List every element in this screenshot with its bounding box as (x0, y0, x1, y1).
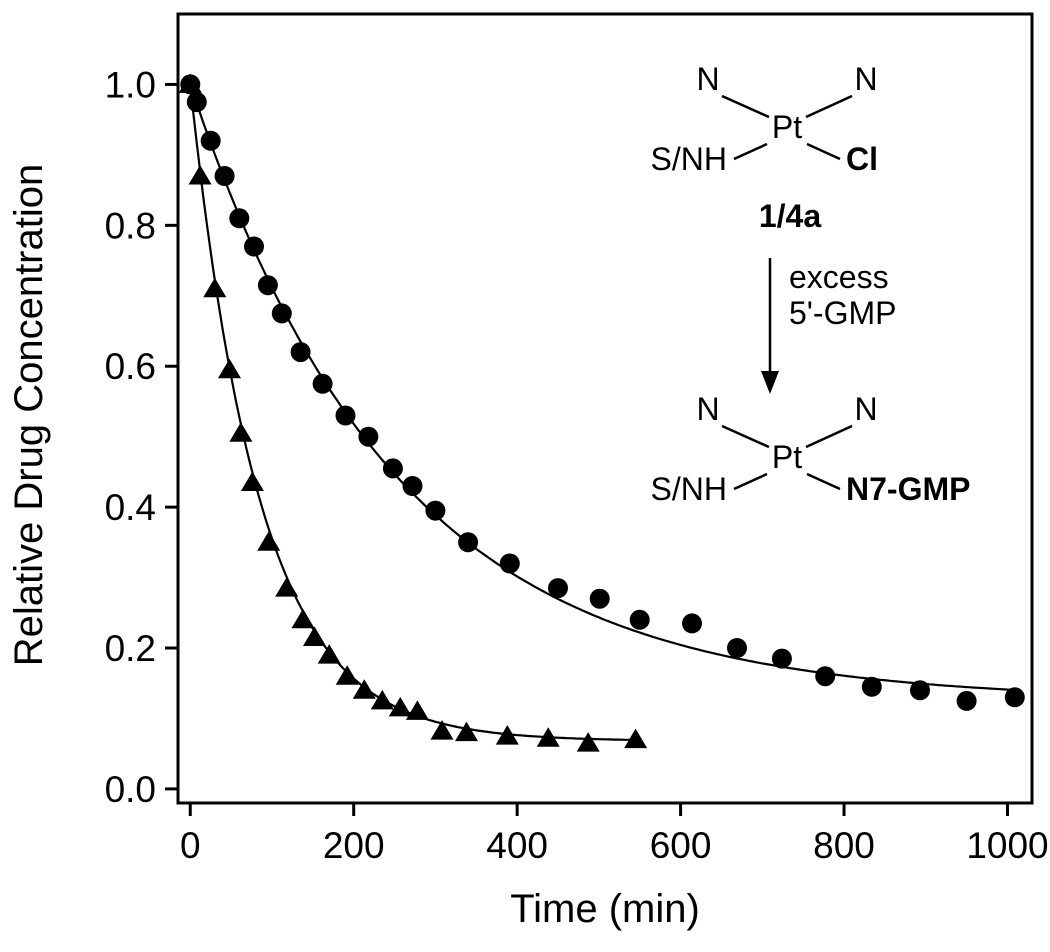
plot-frame (176, 12, 1034, 805)
data-point-circle (425, 500, 446, 521)
data-point-triangle (203, 277, 227, 298)
data-point-circle (458, 532, 479, 553)
bond-line (733, 472, 768, 491)
y-tick-label: 0.4 (105, 487, 156, 528)
reaction-arrow: excess 5'-GMP (761, 258, 896, 394)
data-point-circle (312, 373, 333, 394)
data-point-circle (290, 342, 311, 363)
product-ligand-top-left: N (696, 391, 719, 427)
x-tick-label: 1000 (966, 825, 1048, 866)
data-point-circle (861, 676, 882, 697)
x-tick-label: 400 (486, 825, 548, 866)
data-point-circle (402, 476, 423, 496)
data-point-circle (214, 166, 235, 186)
x-tick-label: 0 (180, 825, 201, 866)
data-point-triangle (405, 700, 429, 720)
data-point-triangle (275, 577, 299, 597)
product-ligand-bottom-left: S/NH (651, 471, 727, 507)
data-point-triangle (536, 727, 560, 747)
data-point-circle (499, 553, 520, 574)
data-point-triangle (291, 608, 315, 629)
reactant-metal-center: Pt (772, 109, 802, 145)
data-point-circle (257, 275, 278, 296)
reactant-structure: N N Pt S/NH Cl 1/4a (651, 61, 878, 234)
data-point-triangle (370, 689, 394, 710)
reactant-ligand-top-left: N (696, 61, 719, 97)
reactant-ligand-top-right: N (854, 61, 877, 97)
y-tick-label: 0.6 (105, 346, 156, 387)
data-point-circle (682, 613, 702, 634)
fit-curve-triangles (189, 84, 635, 741)
arrow-condition-line1: excess (789, 259, 889, 295)
data-point-circle (629, 609, 650, 630)
data-point-triangle (229, 422, 253, 442)
data-point-circle (335, 405, 356, 426)
x-tick-label: 800 (813, 825, 875, 866)
y-tick-label: 0.2 (105, 628, 156, 669)
y-axis-label: Relative Drug Concentration (7, 164, 51, 666)
data-point-circle (186, 92, 207, 113)
bond-line (721, 94, 770, 119)
data-point-triangle (624, 728, 648, 749)
data-point-circle (1004, 687, 1025, 708)
bond-line (805, 424, 853, 449)
data-point-circle (771, 648, 792, 669)
data-point-circle (956, 690, 977, 711)
data-point-circle (358, 426, 379, 447)
data-point-triangle (455, 721, 478, 742)
reaction-scheme: N N Pt S/NH Cl 1/4a excess 5'-GMP N (651, 61, 971, 507)
product-ligand-top-right: N (854, 391, 877, 427)
arrow-condition-line2: 5'-GMP (789, 295, 896, 331)
data-point-triangle (240, 471, 264, 491)
reaction-arrow-head (761, 371, 779, 394)
data-point-circle (271, 303, 292, 324)
data-point-triangle (495, 725, 519, 745)
data-point-circle (815, 666, 836, 687)
data-point-triangle (352, 679, 376, 699)
bond-line (805, 94, 853, 119)
data-point-triangle (388, 696, 412, 717)
plot-area: 0 200 400 600 800 1000 0.0 0.2 0.4 0.6 0.8 1.0 (105, 12, 1049, 866)
bond-line (721, 424, 770, 449)
x-tick-label: 600 (650, 825, 712, 866)
bond-line (806, 142, 841, 161)
data-point-triangle (303, 626, 326, 646)
data-point-triangle (576, 732, 600, 752)
data-point-circle (382, 458, 403, 479)
data-point-triangle (178, 73, 202, 93)
data-point-circle (200, 130, 221, 151)
product-ligand-bottom-right: N7-GMP (846, 471, 970, 507)
data-point-triangle (335, 665, 359, 685)
x-tick-label: 200 (323, 825, 385, 866)
product-structure: N N Pt S/NH N7-GMP (651, 391, 971, 507)
data-point-circle (244, 236, 264, 257)
bond-line (806, 472, 841, 491)
y-tick-label: 0.8 (105, 205, 156, 246)
bond-line (733, 142, 768, 161)
data-point-triangle (257, 531, 281, 551)
reactant-ligand-bottom-right: Cl (846, 141, 878, 177)
product-metal-center: Pt (772, 439, 802, 475)
reactant-ligand-bottom-left: S/NH (651, 141, 727, 177)
data-point-triangle (430, 720, 454, 740)
data-point-circle (589, 588, 610, 609)
y-tick-label: 1.0 (105, 64, 156, 105)
data-point-circle (910, 680, 930, 701)
data-point-triangle (218, 358, 241, 379)
data-point-triangle (317, 644, 341, 664)
data-point-triangle (188, 165, 212, 185)
data-point-circle (548, 578, 568, 599)
data-point-circle (727, 638, 747, 658)
data-point-circle (229, 208, 250, 229)
y-tick-label: 0.0 (105, 769, 156, 810)
reactant-label: 1/4a (759, 198, 821, 234)
x-axis-label: Time (min) (510, 887, 700, 931)
